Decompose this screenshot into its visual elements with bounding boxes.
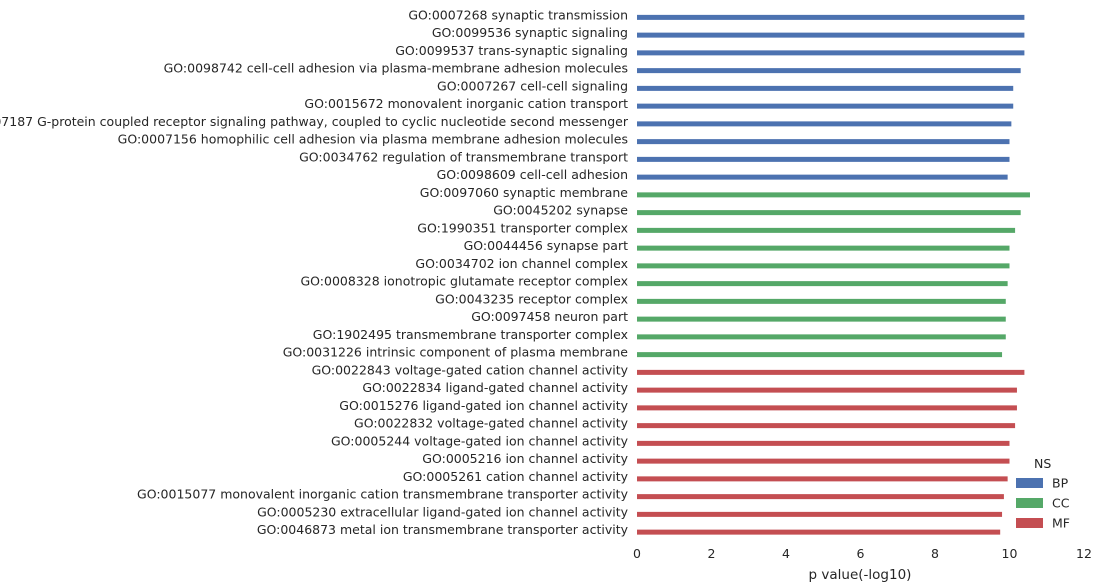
bar-mf [637, 511, 1003, 517]
category-label: GO:0005230 extracellular ligand-gated io… [257, 504, 629, 519]
bar-cc [637, 263, 1010, 269]
bar-mf [637, 423, 1016, 429]
bar-cc [637, 245, 1010, 251]
x-tick-label: 0 [633, 546, 641, 561]
bar-cc [637, 298, 1006, 304]
category-label: GO:0099536 synaptic signaling [432, 25, 628, 40]
legend-swatch-bp [1016, 478, 1043, 488]
bar-cc [637, 316, 1006, 322]
bar-mf [637, 529, 1001, 535]
category-label: GO:0034702 ion channel complex [415, 256, 628, 271]
category-label: GO:0045202 synapse [493, 203, 628, 218]
category-label: GO:0005244 voltage-gated ion channel act… [331, 433, 629, 448]
bar-cc [637, 334, 1006, 340]
legend-label-mf: MF [1052, 516, 1070, 531]
category-label: GO:0022832 voltage-gated channel activit… [354, 416, 629, 431]
category-label: GO:0005261 cation channel activity [403, 469, 629, 484]
legend-label-cc: CC [1052, 496, 1070, 511]
bar-cc [637, 281, 1008, 287]
category-label: GO:0015672 monovalent inorganic cation t… [304, 96, 628, 111]
category-label: GO:0005216 ion channel activity [422, 451, 628, 466]
bar-mf [637, 476, 1008, 482]
category-label: GO:0034762 regulation of transmembrane t… [299, 149, 628, 164]
bar-bp [637, 174, 1008, 180]
category-label: GO:0046873 metal ion transmembrane trans… [257, 522, 629, 537]
bar-bp [637, 139, 1010, 145]
bar-bp [637, 50, 1025, 56]
bar-bp [637, 68, 1021, 74]
bar-mf [637, 405, 1017, 411]
category-label: GO:0098742 cell-cell adhesion via plasma… [164, 61, 628, 76]
bar-bp [637, 32, 1025, 38]
x-tick-label: 4 [782, 546, 790, 561]
legend-swatch-mf [1016, 518, 1043, 528]
category-label: GO:0097060 synaptic membrane [420, 185, 629, 200]
bar-mf [637, 369, 1025, 375]
legend-title: NS [1034, 456, 1051, 471]
category-label: GO:0007156 homophilic cell adhesion via … [118, 132, 628, 147]
bar-mf [637, 458, 1010, 464]
x-tick-label: 8 [931, 546, 939, 561]
x-tick-label: 6 [857, 546, 865, 561]
bar-mf [637, 494, 1004, 500]
bar-cc [637, 227, 1016, 233]
category-label: GO:0007268 synaptic transmission [408, 7, 628, 22]
category-label: GO:0099537 trans-synaptic signaling [395, 43, 628, 58]
bar-mf [637, 387, 1017, 393]
bar-cc [637, 192, 1030, 198]
category-label: GO:0008328 ionotropic glutamate receptor… [301, 274, 629, 289]
category-label: GO:0015276 ligand-gated ion channel acti… [339, 398, 628, 413]
category-label: GO:0031226 intrinsic component of plasma… [283, 345, 629, 360]
bar-cc [637, 352, 1003, 358]
category-label: GO:0015077 monovalent inorganic cation t… [137, 487, 629, 502]
category-label: GO:0022834 ligand-gated channel activity [362, 380, 628, 395]
category-label: GO:0043235 receptor complex [435, 291, 628, 306]
bar-mf [637, 440, 1010, 446]
category-label: GO:0007267 cell-cell signaling [437, 78, 628, 93]
x-axis-label: p value(-log10) [809, 567, 912, 583]
legend-label-bp: BP [1052, 476, 1069, 491]
x-axis: 0 2 4 6 8 10 12 [633, 546, 1092, 561]
x-tick-label: 2 [708, 546, 716, 561]
bar-cc [637, 210, 1021, 216]
category-label: GO:0007187 G-protein coupled receptor si… [0, 114, 629, 129]
legend-swatch-cc [1016, 498, 1043, 508]
bar-bp [637, 121, 1012, 127]
bar-bp [637, 156, 1010, 162]
category-label: GO:0098609 cell-cell adhesion [437, 167, 628, 182]
category-label: GO:1902495 transmembrane transporter com… [313, 327, 628, 342]
legend: NS BP CC MF [1016, 456, 1070, 531]
x-tick-label: 10 [1002, 546, 1018, 561]
category-labels: GO:0007268 synaptic transmission GO:00995… [0, 7, 629, 537]
x-tick-label: 12 [1076, 546, 1092, 561]
bars-layer [637, 14, 1030, 535]
bar-bp [637, 103, 1014, 109]
bar-bp [637, 85, 1014, 91]
category-label: GO:1990351 transporter complex [417, 220, 628, 235]
category-label: GO:0044456 synapse part [464, 238, 628, 253]
bar-bp [637, 14, 1025, 20]
category-label: GO:0022843 voltage-gated cation channel … [312, 362, 629, 377]
category-label: GO:0097458 neuron part [471, 309, 628, 324]
